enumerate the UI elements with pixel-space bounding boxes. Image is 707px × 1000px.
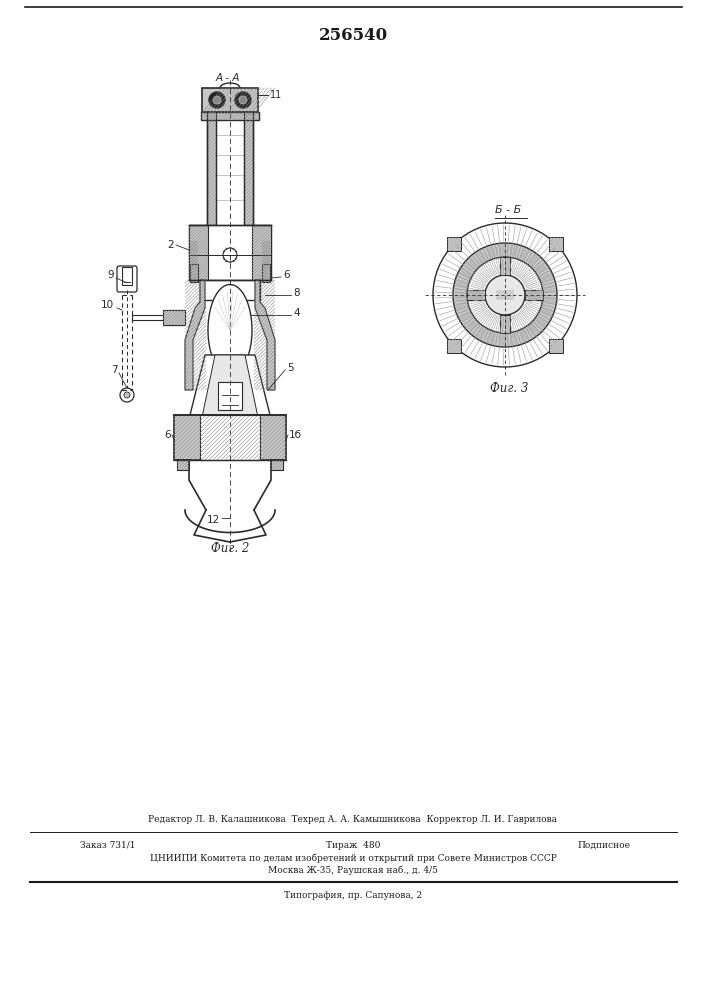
Bar — [496, 290, 514, 300]
Circle shape — [120, 388, 134, 402]
Bar — [177, 460, 189, 470]
Text: А - А: А - А — [216, 73, 240, 83]
Bar — [244, 112, 253, 225]
Circle shape — [213, 96, 221, 104]
Bar — [200, 280, 260, 300]
Bar — [174, 415, 286, 460]
Bar — [218, 382, 242, 410]
Bar — [207, 112, 216, 225]
Bar — [549, 237, 563, 251]
Bar — [262, 241, 270, 282]
Bar — [185, 280, 206, 390]
Bar — [549, 237, 563, 251]
Bar — [244, 112, 253, 225]
Text: Тираж  480: Тираж 480 — [326, 840, 380, 850]
Bar — [496, 290, 514, 300]
Text: Б - Б: Б - Б — [495, 205, 521, 215]
Bar — [549, 339, 563, 353]
Text: Фиг. 3: Фиг. 3 — [490, 381, 528, 394]
Bar — [254, 280, 275, 390]
Circle shape — [223, 248, 237, 262]
Text: Редактор Л. В. Калашникова  Техред А. А. Камышникова  Корректор Л. И. Гаврилова: Редактор Л. В. Калашникова Техред А. А. … — [148, 816, 558, 824]
Text: Заказ 731/1: Заказ 731/1 — [80, 840, 136, 850]
Text: Типография, пр. Сапунова, 2: Типография, пр. Сапунова, 2 — [284, 890, 422, 900]
Text: 1б: 1б — [289, 430, 302, 440]
Bar — [189, 225, 208, 280]
Polygon shape — [185, 280, 205, 390]
Polygon shape — [525, 290, 543, 300]
Text: 7: 7 — [112, 365, 118, 375]
Circle shape — [235, 92, 251, 108]
Bar — [252, 225, 271, 280]
Text: 256540: 256540 — [318, 26, 387, 43]
Bar — [189, 225, 271, 280]
Bar — [177, 460, 189, 470]
Circle shape — [124, 392, 130, 398]
Text: 6: 6 — [283, 270, 290, 280]
Bar — [447, 237, 461, 251]
Circle shape — [433, 223, 577, 367]
Bar — [174, 415, 286, 460]
Bar — [207, 112, 216, 225]
Text: 4: 4 — [293, 308, 300, 318]
Circle shape — [467, 257, 543, 333]
Text: Фиг. 2: Фиг. 2 — [211, 542, 249, 554]
Bar — [252, 225, 271, 280]
Polygon shape — [255, 280, 275, 390]
Bar — [447, 339, 461, 353]
Bar — [122, 267, 132, 285]
Text: Москва Ж-35, Раушская наб., д. 4/5: Москва Ж-35, Раушская наб., д. 4/5 — [268, 865, 438, 875]
Polygon shape — [202, 355, 257, 415]
Text: 11: 11 — [270, 90, 282, 100]
Text: 12: 12 — [206, 515, 220, 525]
Bar — [190, 241, 198, 282]
Text: 6: 6 — [164, 430, 171, 440]
Circle shape — [239, 96, 247, 104]
Bar — [549, 339, 563, 353]
Bar — [190, 264, 198, 282]
Polygon shape — [208, 285, 252, 375]
Polygon shape — [500, 257, 510, 275]
Bar — [201, 112, 259, 120]
Bar — [271, 460, 283, 470]
Bar — [202, 88, 258, 112]
Circle shape — [485, 275, 525, 315]
Bar — [447, 237, 461, 251]
Bar — [189, 225, 208, 280]
Text: ЦНИИПИ Комитета по делам изобретений и открытий при Совете Министров СССР: ЦНИИПИ Комитета по делам изобретений и о… — [150, 853, 556, 863]
Polygon shape — [467, 290, 485, 300]
Circle shape — [453, 243, 557, 347]
Polygon shape — [500, 315, 510, 333]
Circle shape — [209, 92, 225, 108]
Bar — [525, 290, 543, 300]
Bar — [467, 290, 485, 300]
Text: Подписное: Подписное — [577, 840, 630, 850]
Text: 5: 5 — [287, 363, 293, 373]
Bar — [163, 310, 185, 325]
Bar — [447, 339, 461, 353]
FancyBboxPatch shape — [117, 266, 137, 292]
Text: 8: 8 — [293, 288, 300, 298]
Polygon shape — [190, 355, 270, 415]
Bar — [271, 460, 283, 470]
Bar — [200, 415, 260, 460]
Text: 9: 9 — [107, 270, 114, 280]
Text: 10: 10 — [101, 300, 114, 310]
Text: 2: 2 — [168, 240, 174, 250]
Bar — [163, 310, 185, 325]
Bar — [262, 264, 270, 282]
Bar — [201, 112, 259, 120]
